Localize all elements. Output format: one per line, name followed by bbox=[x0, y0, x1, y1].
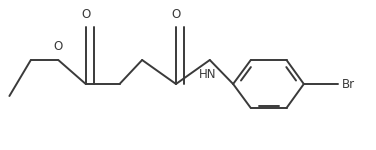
Text: HN: HN bbox=[199, 68, 217, 81]
Text: O: O bbox=[54, 40, 63, 53]
Text: O: O bbox=[171, 8, 180, 21]
Text: O: O bbox=[81, 8, 90, 21]
Text: Br: Br bbox=[341, 78, 355, 90]
